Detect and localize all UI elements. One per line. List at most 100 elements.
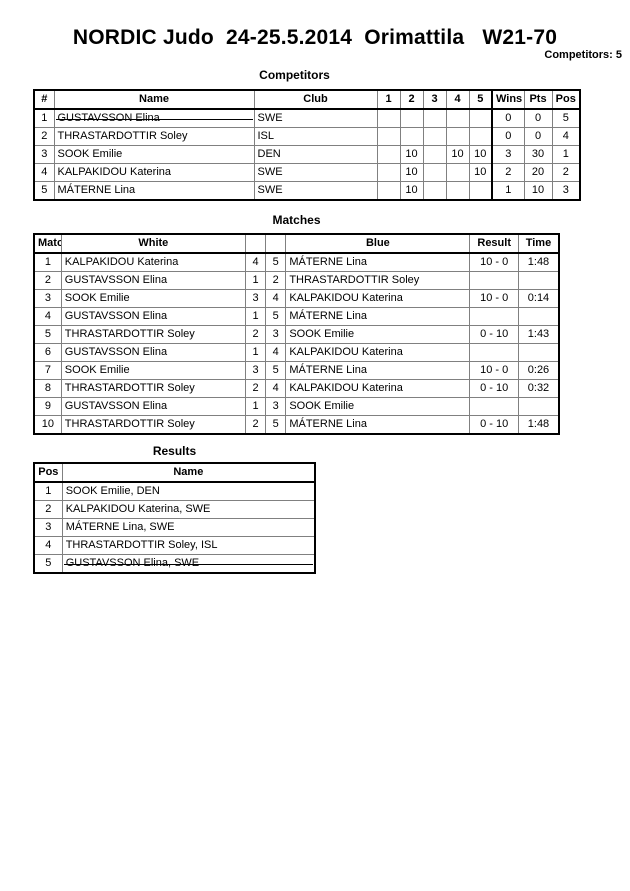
cell-score-3 [422,163,447,182]
competitors-table: # Name Club 1 2 3 4 5 Wins Pts Pos 1 GUST… [33,89,581,201]
cell-position: 4 [33,536,63,555]
cell-club: SWE [253,108,378,128]
cell-match-number: 1 [33,252,62,272]
table-row: 8 THRASTARDOTTIR Soley 2 4 KALPAKIDOU Kateri… [33,379,560,398]
cell-position: 5 [33,554,63,573]
cell-name: GUSTAVSSON Elina, SWE [61,554,316,573]
cell-white-seed: 1 [244,271,267,290]
column-header-club: Club [253,89,378,110]
cell-points: 20 [523,163,553,182]
cell-score-5 [468,108,493,128]
cell-match-number: 2 [33,271,62,290]
column-header-opponent-1: 1 [376,89,401,110]
cell-blue-seed: 2 [265,271,287,290]
cell-score-4: 10 [445,145,470,164]
cell-blue-name: MÁTERNE Lina [285,252,471,272]
cell-wins: 2 [491,163,525,182]
cell-time: 0:14 [517,289,560,308]
cell-position: 3 [551,181,581,200]
cell-name: SOOK Emilie, DEN [61,481,316,501]
cell-white-seed: 2 [244,325,267,344]
cell-position: 2 [551,163,581,182]
cell-white-seed: 3 [244,289,267,308]
cell-club: DEN [253,145,378,164]
cell-result: 10 - 0 [469,289,519,308]
matches-header-row: Match White Blue Result Time [33,233,560,254]
cell-blue-seed: 4 [265,289,287,308]
column-header-opponent-5: 5 [468,89,493,110]
cell-white-name: THRASTARDOTTIR Soley [60,379,246,398]
cell-score-3 [422,127,447,146]
cell-white-name: KALPAKIDOU Katerina [60,252,246,272]
cell-white-name: SOOK Emilie [60,289,246,308]
cell-blue-seed: 5 [265,307,287,326]
cell-time [517,271,560,290]
cell-name: SOOK Emilie [53,145,255,164]
column-header-number: # [33,89,55,110]
table-row: 4 KALPAKIDOU Katerina SWE 10 10 2 20 2 [33,163,581,182]
cell-match-number: 9 [33,397,62,416]
cell-blue-name: MÁTERNE Lina [285,361,471,380]
cell-number: 2 [33,127,55,146]
cell-points: 0 [523,127,553,146]
cell-position: 3 [33,518,63,537]
cell-score-4 [445,163,470,182]
cell-result: 10 - 0 [469,252,519,272]
cell-name: THRASTARDOTTIR Soley, ISL [61,536,316,555]
cell-blue-name: SOOK Emilie [285,397,471,416]
cell-white-name: SOOK Emilie [60,361,246,380]
page-title: NORDIC Judo 24-25.5.2014 Orimattila W21-… [72,26,558,49]
column-header-position: Pos [33,462,63,483]
cell-club: SWE [253,181,378,200]
cell-white-name: GUSTAVSSON Elina [60,307,246,326]
cell-match-number: 10 [33,415,62,434]
cell-name: GUSTAVSSON Elina [53,108,255,128]
cell-points: 30 [523,145,553,164]
table-row: 5 MÁTERNE Lina SWE 10 1 10 3 [33,181,581,200]
cell-position: 1 [33,481,63,501]
matches-section-caption: Matches [272,213,321,227]
cell-blue-seed: 4 [265,343,287,362]
table-row: 3 MÁTERNE Lina, SWE [33,518,316,537]
column-header-white-seed [244,233,267,254]
competitors-count-label: Competitors: 5 [544,49,622,61]
cell-result [469,307,519,326]
cell-score-2 [399,127,424,146]
cell-time [517,307,560,326]
cell-result: 0 - 10 [469,325,519,344]
column-header-match: Match [33,233,62,254]
cell-number: 3 [33,145,55,164]
cell-match-number: 6 [33,343,62,362]
cell-blue-seed: 3 [265,325,287,344]
matches-table: Match White Blue Result Time 1KALPAKIDOU… [33,233,560,435]
cell-score-3 [422,181,447,200]
cell-blue-seed: 5 [265,252,287,272]
cell-score-1 [376,181,401,200]
cell-blue-seed: 5 [265,415,287,434]
cell-score-5 [468,127,493,146]
cell-blue-seed: 4 [265,379,287,398]
cell-white-seed: 1 [244,397,267,416]
cell-time [517,397,560,416]
cell-position: 1 [551,145,581,164]
table-row: 4 THRASTARDOTTIR Soley, ISL [33,536,316,555]
cell-time: 0:26 [517,361,560,380]
column-header-position: Pos [551,89,581,110]
cell-white-name: GUSTAVSSON Elina [60,397,246,416]
table-row: 2 THRASTARDOTTIR Soley ISL 0 0 4 [33,127,581,146]
cell-match-number: 8 [33,379,62,398]
column-header-time: Time [517,233,560,254]
cell-result [469,271,519,290]
cell-match-number: 4 [33,307,62,326]
table-row: 3 SOOK Emilie DEN 10 10 10 3 30 1 [33,145,581,164]
table-row: 6 GUSTAVSSON Elina 1 4 KALPAKIDOU Katerina [33,343,560,362]
cell-time [517,343,560,362]
cell-wins: 1 [491,181,525,200]
column-header-points: Pts [523,89,553,110]
table-row: 9 GUSTAVSSON Elina 1 3 SOOK Emilie [33,397,560,416]
cell-number: 1 [33,108,55,128]
column-header-blue: Blue [285,233,471,254]
cell-result [469,397,519,416]
cell-score-4 [445,127,470,146]
